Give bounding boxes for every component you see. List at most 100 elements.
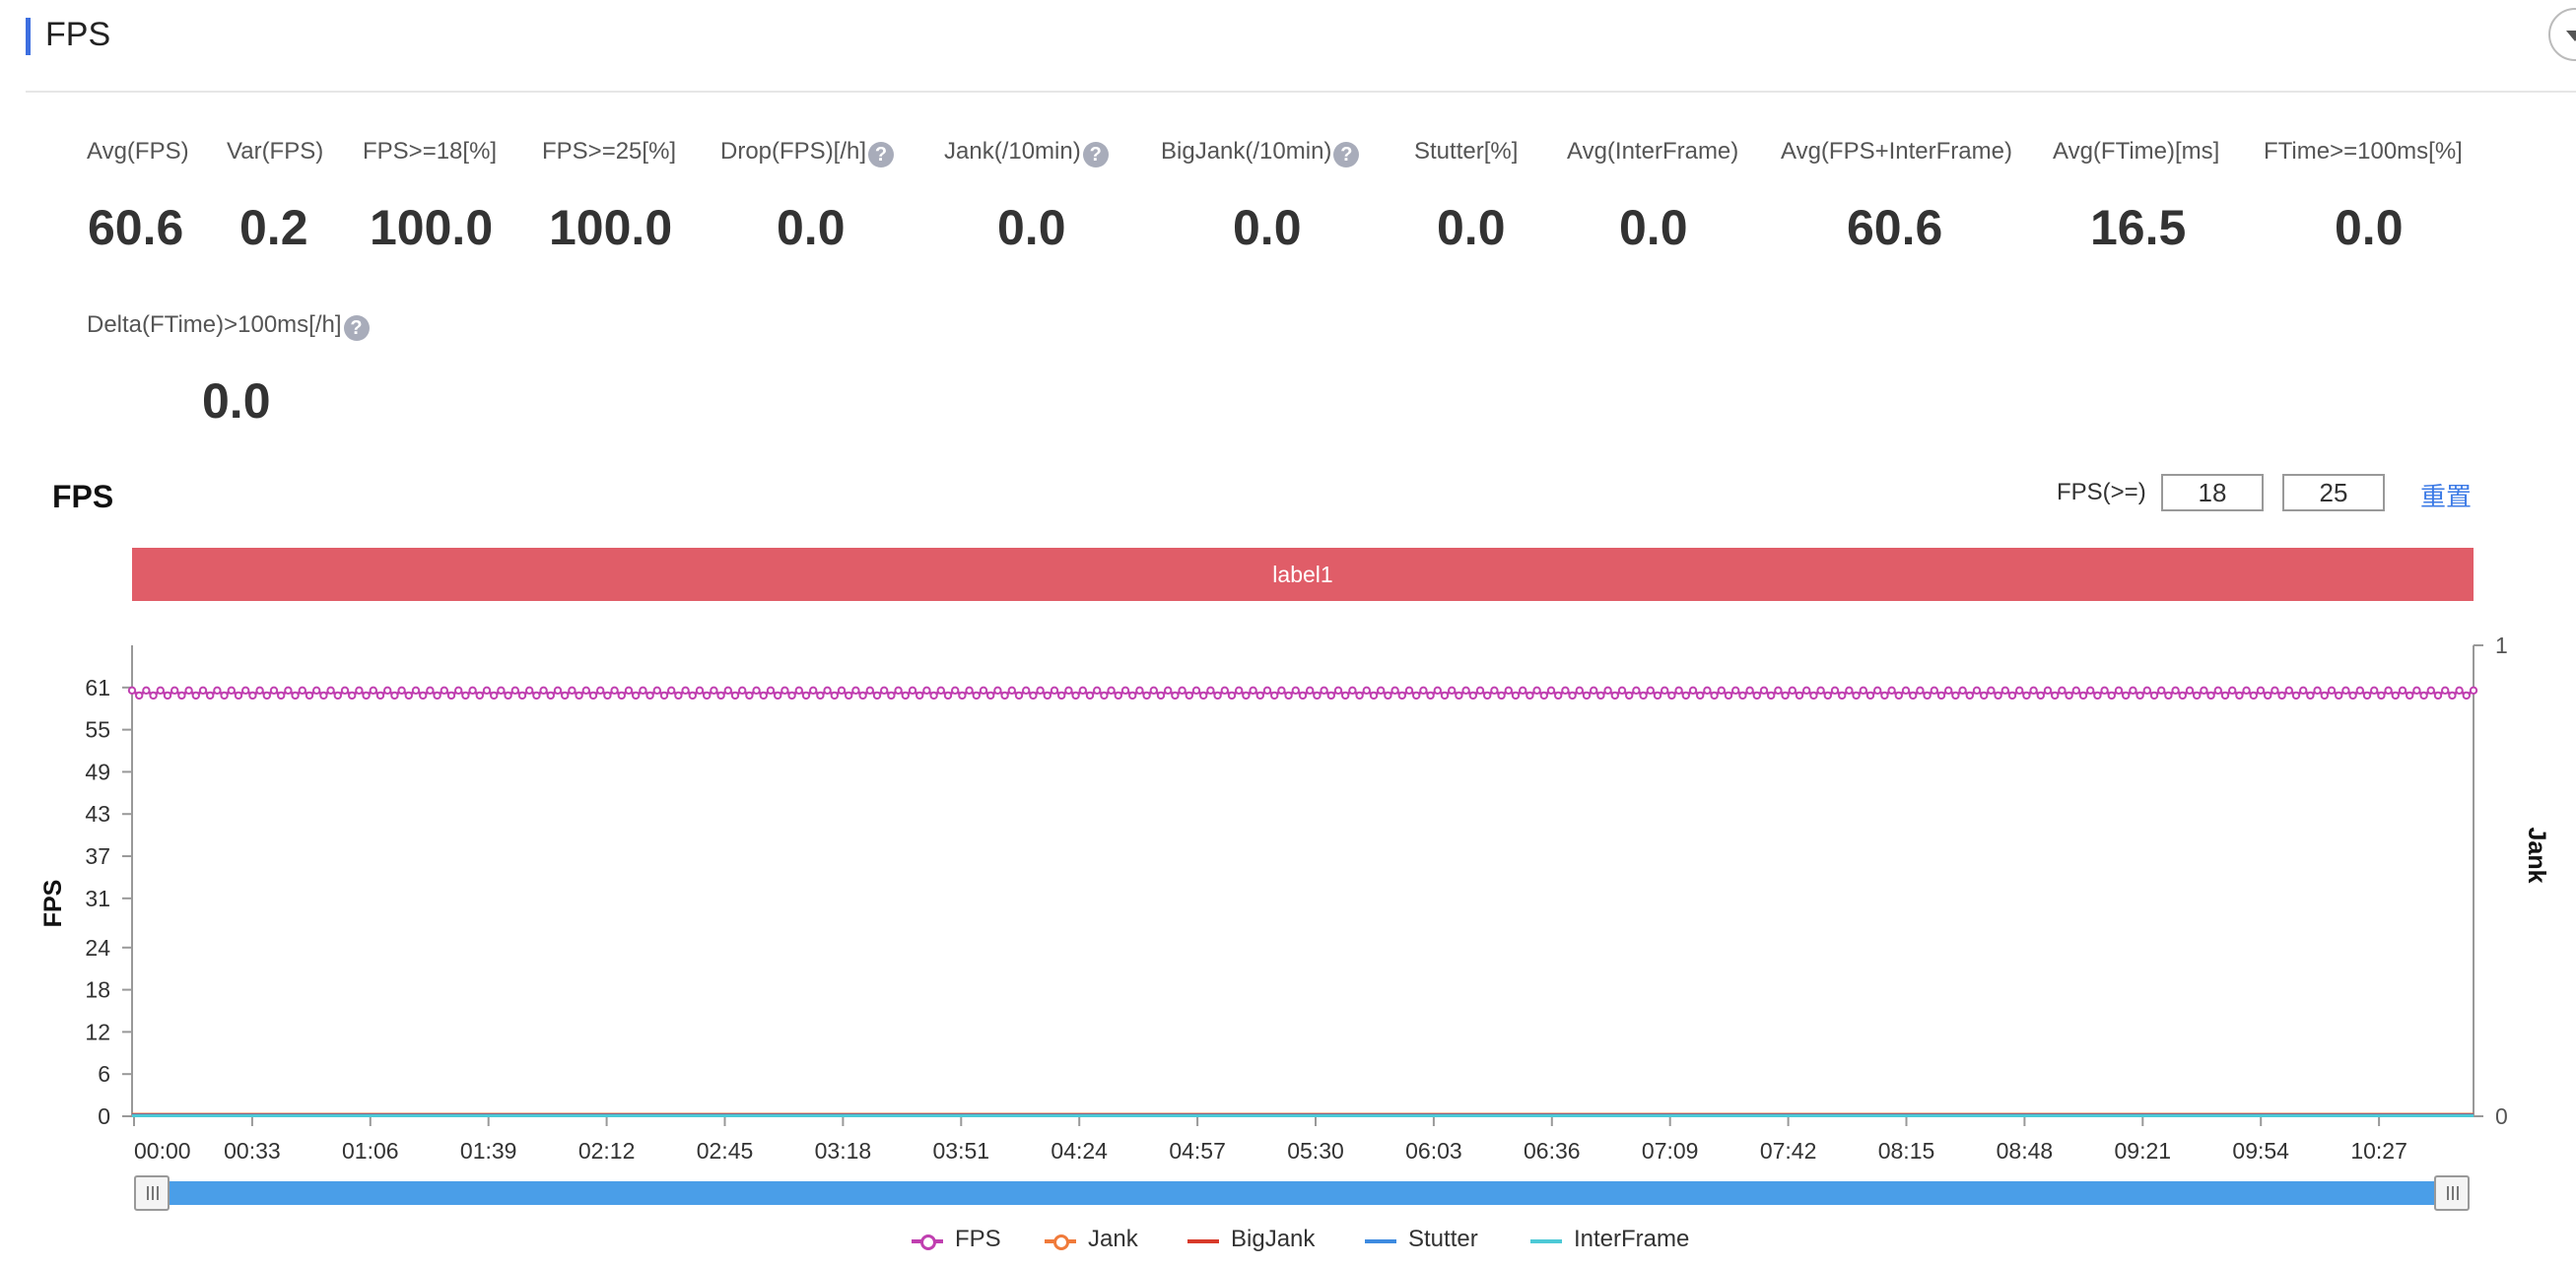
metric-label: BigJank(/10min)? (1161, 138, 1360, 167)
series-fps-point (1724, 691, 1733, 700)
series-fps-point (837, 686, 847, 695)
series-fps-point (2327, 686, 2337, 695)
fps-threshold-1-input[interactable] (2161, 474, 2264, 511)
metric-value: 0.0 (202, 373, 271, 429)
y-tick-label: 37 (85, 843, 110, 869)
series-fps-point (1298, 691, 1308, 700)
fps-threshold-label: FPS(>=) (2057, 479, 2146, 505)
series-fps-point (1249, 686, 1257, 695)
series-fps-point (774, 691, 782, 700)
series-fps-point (1291, 686, 1301, 695)
series-fps-point (695, 686, 705, 695)
legend-label: InterFrame (1574, 1226, 1690, 1252)
series-fps-point (2264, 691, 2272, 700)
series-fps-point (1369, 691, 1379, 700)
series-fps-point (383, 686, 392, 695)
series-fps-point (1519, 686, 1527, 695)
metric-value: 100.0 (549, 200, 673, 255)
series-fps-point (2058, 686, 2067, 695)
series-fps-point (809, 686, 818, 695)
series-fps-point (596, 686, 605, 695)
series-fps-point (2007, 691, 2017, 700)
help-icon[interactable]: ? (343, 315, 370, 341)
series-fps-point (2249, 691, 2259, 700)
y-right-tick-label: 1 (2495, 633, 2508, 658)
series-fps-point (1632, 686, 1641, 695)
series-fps-point (2455, 686, 2464, 695)
series-fps-point (816, 691, 825, 700)
series-fps-point (1823, 691, 1833, 700)
x-tick-label: 02:45 (697, 1138, 754, 1164)
series-fps-point (1759, 686, 1769, 695)
series-fps-point (1355, 691, 1364, 700)
series-fps-point (1745, 686, 1754, 695)
series-fps-point (1277, 686, 1286, 695)
series-fps-point (845, 691, 853, 700)
series-fps-point (681, 686, 690, 695)
series-fps-point (1426, 691, 1435, 700)
series-fps-point (2220, 691, 2230, 700)
series-fps-point (922, 686, 931, 695)
series-fps-point (1703, 686, 1712, 695)
series-fps-point (255, 686, 264, 695)
series-fps-point (2370, 686, 2379, 695)
series-fps-point (426, 686, 435, 695)
series-fps-point (1199, 691, 1208, 700)
x-tick-label: 07:42 (1760, 1138, 1817, 1164)
series-fps-point (667, 686, 676, 695)
series-fps-point (2362, 691, 2372, 700)
help-icon[interactable]: ? (1082, 142, 1109, 167)
y-tick-label: 24 (85, 935, 110, 961)
series-fps-point (901, 691, 910, 700)
series-fps-point (1582, 691, 1592, 700)
x-tick-label: 08:48 (1997, 1138, 2054, 1164)
series-fps-point (2093, 691, 2102, 700)
series-fps-point (2335, 691, 2343, 700)
series-fps-point (1000, 691, 1009, 700)
series-fps-point (1539, 691, 1549, 700)
metric-label: Avg(FPS) (87, 138, 189, 165)
series-fps-point (1348, 686, 1357, 695)
series-fps-point (2015, 686, 2024, 695)
series-fps-point (1262, 686, 1272, 695)
series-fps-point (1646, 686, 1656, 695)
legend-swatch (1530, 1239, 1562, 1243)
range-slider-left-handle[interactable] (134, 1175, 169, 1211)
series-fps-point (1944, 686, 1953, 695)
series-fps-point (1036, 686, 1045, 695)
series-fps-point (830, 691, 839, 700)
series-fps-point (1830, 686, 1840, 695)
series-fps-point (411, 686, 421, 695)
series-fps-point (490, 691, 499, 700)
y-axis-title: FPS (39, 880, 67, 928)
series-fps-point (475, 691, 484, 700)
help-icon[interactable]: ? (1333, 142, 1360, 167)
series-fps-point (191, 691, 201, 700)
metric-label: FPS>=25[%] (542, 138, 677, 165)
series-fps-point (575, 691, 583, 700)
series-fps-point (1504, 686, 1514, 695)
series-fps-point (872, 691, 882, 700)
series-fps-point (1873, 686, 1882, 695)
range-slider-right-handle[interactable] (2434, 1175, 2470, 1211)
metric-label: Avg(FTime)[ms] (2053, 138, 2220, 165)
series-fps-point (1610, 691, 1620, 700)
y-tick-label: 49 (85, 759, 110, 784)
y-tick-label: 61 (85, 675, 110, 700)
y-tick-label: 18 (85, 977, 110, 1003)
series-fps-point (1546, 686, 1556, 695)
series-fps-point (1809, 691, 1818, 700)
series-fps-point (986, 691, 995, 700)
reset-link[interactable]: 重置 (2420, 482, 2473, 511)
fps-threshold-2-input[interactable] (2282, 474, 2385, 511)
series-fps-point (1270, 691, 1279, 700)
x-tick-label: 01:39 (460, 1138, 517, 1164)
legend-marker (1053, 1234, 1069, 1250)
series-fps-point (2051, 691, 2060, 700)
series-fps-point (1859, 686, 1868, 695)
help-icon[interactable]: ? (868, 142, 895, 167)
series-fps-point (1085, 691, 1095, 700)
series-fps-point (1767, 691, 1776, 700)
series-fps-point (936, 686, 945, 695)
